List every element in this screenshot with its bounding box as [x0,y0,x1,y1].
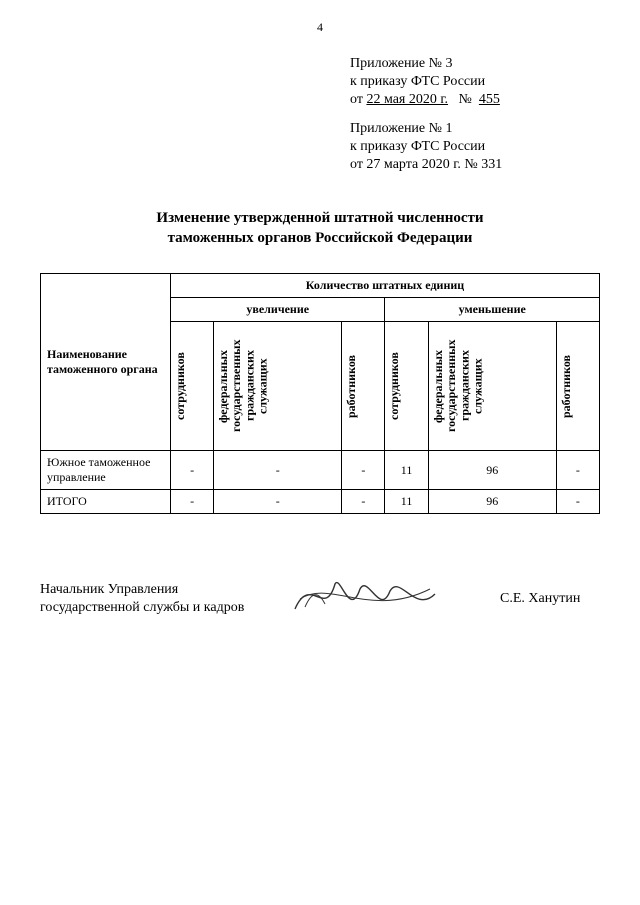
table-row: Южное таможенное управление - - - 11 96 … [41,451,600,490]
col-group-decrease: уменьшение [385,298,600,322]
cell: - [342,451,385,490]
appendix-top-date: от 22 мая 2020 г. № 455 [350,91,600,109]
cell: - [342,490,385,514]
cell: 96 [428,451,556,490]
sign-title-line2: государственной службы и кадров [40,599,290,617]
date-prefix: от [350,92,363,107]
staff-table: Наименование таможенного органа Количест… [40,273,600,514]
appendix-top-line2: к приказу ФТС России [350,73,600,91]
date-underlined: 22 мая 2020 г. [366,92,448,107]
appendix-bottom-line1: Приложение № 1 [350,120,600,138]
cell: 96 [428,490,556,514]
page-number: 4 [40,20,600,35]
cell: - [214,490,342,514]
num-underlined: 455 [479,92,500,107]
signature-block: Начальник Управления государственной слу… [40,569,600,629]
cell: 11 [385,451,428,490]
row-name: ИТОГО [41,490,171,514]
col-rowhead: Наименование таможенного органа [41,274,171,451]
cell: - [556,451,599,490]
col-group-top: Количество штатных единиц [171,274,600,298]
appendix-header-top: Приложение № 3 к приказу ФТС России от 2… [350,55,600,110]
cell: 11 [385,490,428,514]
subcol-0: сотрудников [171,322,214,451]
appendix-bottom-line2: к приказу ФТС России [350,138,600,156]
subcol-3: сотрудников [385,322,428,451]
appendix-top-line1: Приложение № 3 [350,55,600,73]
num-prefix: № [459,92,472,107]
row-name: Южное таможенное управление [41,451,171,490]
table-row: ИТОГО - - - 11 96 - [41,490,600,514]
subcol-1: федеральных государственных гражданских … [214,322,342,451]
subcol-4: федеральных государственных гражданских … [428,322,556,451]
signature-icon [290,569,500,629]
col-group-increase: увеличение [171,298,385,322]
title-line2: таможенных органов Российской Федерации [40,229,600,249]
appendix-bottom-line3: от 27 марта 2020 г. № 331 [350,156,600,174]
sign-title: Начальник Управления государственной слу… [40,581,290,617]
sign-name: С.Е. Ханутин [500,591,600,607]
document-title: Изменение утвержденной штатной численнос… [40,209,600,248]
cell: - [556,490,599,514]
appendix-header-bottom: Приложение № 1 к приказу ФТС России от 2… [350,120,600,175]
subcol-2: работников [342,322,385,451]
sign-title-line1: Начальник Управления [40,581,290,599]
cell: - [214,451,342,490]
cell: - [171,451,214,490]
subcol-5: работников [556,322,599,451]
title-line1: Изменение утвержденной штатной численнос… [40,209,600,229]
cell: - [171,490,214,514]
